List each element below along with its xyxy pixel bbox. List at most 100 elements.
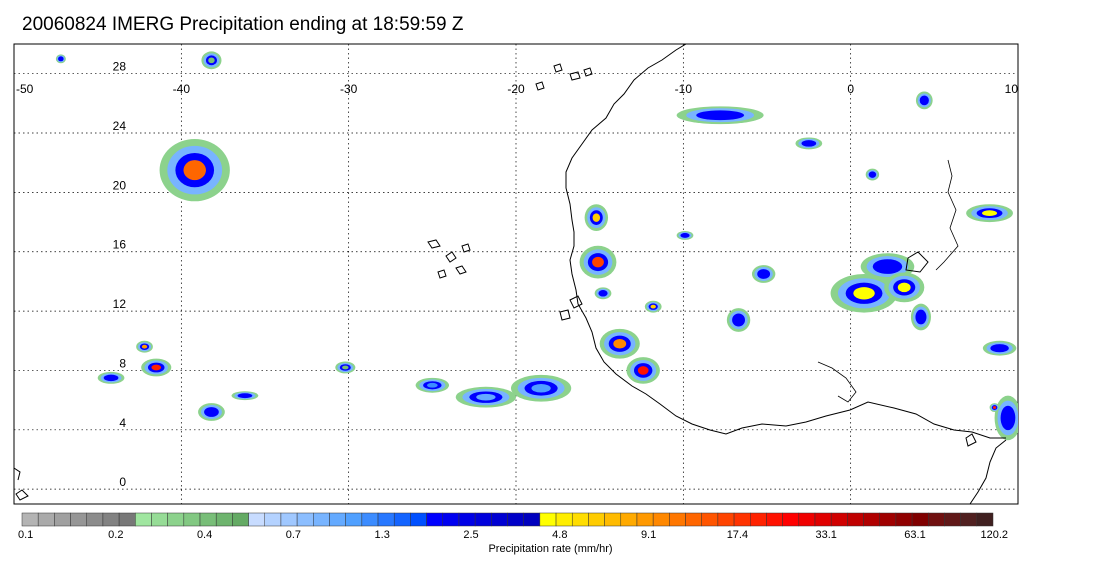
precipitation-cell [982, 340, 1017, 356]
colorbar [21, 512, 994, 527]
precip-core [531, 383, 551, 393]
precip-core [592, 256, 604, 268]
precip-core [183, 160, 206, 181]
colorbar-swatch [474, 512, 492, 527]
precipitation-cell [915, 91, 933, 110]
precipitation-cell [795, 137, 823, 150]
colorbar-swatch [426, 512, 444, 527]
lat-tick-label: 0 [119, 475, 126, 489]
precipitation-cell [141, 358, 172, 377]
colorbar-swatch [118, 512, 136, 527]
colorbar-swatch [588, 512, 605, 527]
lon-tick-label: -30 [340, 82, 358, 96]
lat-tick-label: 28 [113, 60, 127, 74]
canary-islands [535, 63, 593, 91]
precipitation-cell [676, 230, 694, 240]
colorbar-tick-labels: 0.1 0.2 0.4 0.7 1.3 2.5 4.8 9.1 17.4 33.1 63.1 120.… [18, 529, 1008, 541]
colorbar-swatch [313, 512, 330, 527]
precipitation-cell [599, 328, 640, 359]
colorbar-swatch [814, 512, 832, 527]
sao-tome-island [14, 467, 29, 501]
colorbar-swatch [410, 512, 427, 527]
colorbar-label: Precipitation rate (mm/hr) [488, 543, 613, 555]
precip-core [342, 365, 349, 370]
precipitation-cell [594, 287, 612, 300]
colorbar-swatch [523, 512, 541, 527]
precip-core [592, 213, 601, 222]
precip-core [59, 57, 63, 61]
precipitation-cell [751, 265, 776, 283]
colorbar-swatch [717, 512, 735, 527]
colorbar-swatch [798, 512, 816, 527]
precipitation-cell [910, 303, 931, 331]
latitude-labels: 0 4 8 12 16 20 24 28 [113, 60, 127, 489]
lon-tick-label: 0 [847, 82, 854, 96]
colorbar-swatch [21, 512, 39, 527]
precipitation-cell [97, 371, 125, 384]
colorbar-swatch [183, 512, 201, 527]
colorbar-swatch [393, 512, 411, 527]
colorbar-swatch [248, 512, 265, 527]
precip-core [637, 366, 649, 375]
colorbar-swatch [377, 512, 395, 527]
colorbar-swatch [54, 512, 71, 527]
precipitation-cell [231, 391, 259, 401]
west-africa-coastline [565, 44, 1006, 439]
colorbar-swatch [976, 512, 994, 527]
colorbar-swatch [280, 512, 298, 527]
precip-core [804, 141, 814, 146]
precip-core [706, 112, 735, 119]
colorbar-swatch [863, 512, 880, 527]
colorbar-swatch [135, 512, 152, 527]
colorbar-swatch [847, 512, 864, 527]
colorbar-swatch [830, 512, 848, 527]
colorbar-swatch [361, 512, 379, 527]
central-africa-coastline [969, 439, 1007, 504]
lon-tick-label: -10 [675, 82, 693, 96]
precip-core [240, 394, 250, 398]
colorbar-swatch [345, 512, 363, 527]
colorbar-swatch [652, 512, 670, 527]
precipitation-cell [966, 204, 1013, 223]
colorbar-swatch [669, 512, 686, 527]
colorbar-swatch [491, 512, 508, 527]
precipitation-cell [159, 138, 230, 202]
lon-tick-label: 10 [1005, 82, 1019, 96]
precipitation-cell [884, 272, 925, 303]
precip-core [208, 57, 215, 64]
colorbar-swatch [199, 512, 217, 527]
lat-tick-label: 24 [113, 119, 127, 133]
inland-boundary-north [935, 159, 959, 271]
precipitation-field [55, 51, 1018, 441]
colorbar-swatch [928, 512, 945, 527]
colorbar-tick-label: 63.1 [904, 529, 925, 541]
precipitation-cell [335, 361, 356, 374]
colorbar-swatch [329, 512, 346, 527]
colorbar-tick-label: 0.4 [197, 529, 212, 541]
lat-tick-label: 20 [113, 178, 127, 192]
cape-verde-islands [427, 239, 471, 279]
lake-chad-outline [905, 251, 929, 273]
colorbar-swatch [701, 512, 719, 527]
lon-tick-label: -20 [507, 82, 525, 96]
precipitation-cell [198, 403, 225, 421]
colorbar-swatch [167, 512, 185, 527]
precip-core [994, 345, 1005, 351]
precipitation-cell [644, 300, 662, 313]
precipitation-cell [584, 204, 609, 231]
colorbar-swatch [264, 512, 282, 527]
colorbar-swatch [571, 512, 589, 527]
precip-core [982, 210, 998, 217]
precipitation-cell [676, 106, 764, 125]
colorbar-swatch [37, 512, 55, 527]
colorbar-tick-label: 9.1 [641, 529, 656, 541]
colorbar-tick-label: 0.2 [108, 529, 123, 541]
bioko-island [965, 433, 977, 447]
colorbar-swatch [895, 512, 913, 527]
colorbar-tick-label: 17.4 [727, 529, 748, 541]
colorbar-swatch [604, 512, 622, 527]
colorbar-tick-label: 4.8 [552, 529, 567, 541]
precip-core [141, 344, 148, 349]
precip-core [650, 304, 656, 309]
